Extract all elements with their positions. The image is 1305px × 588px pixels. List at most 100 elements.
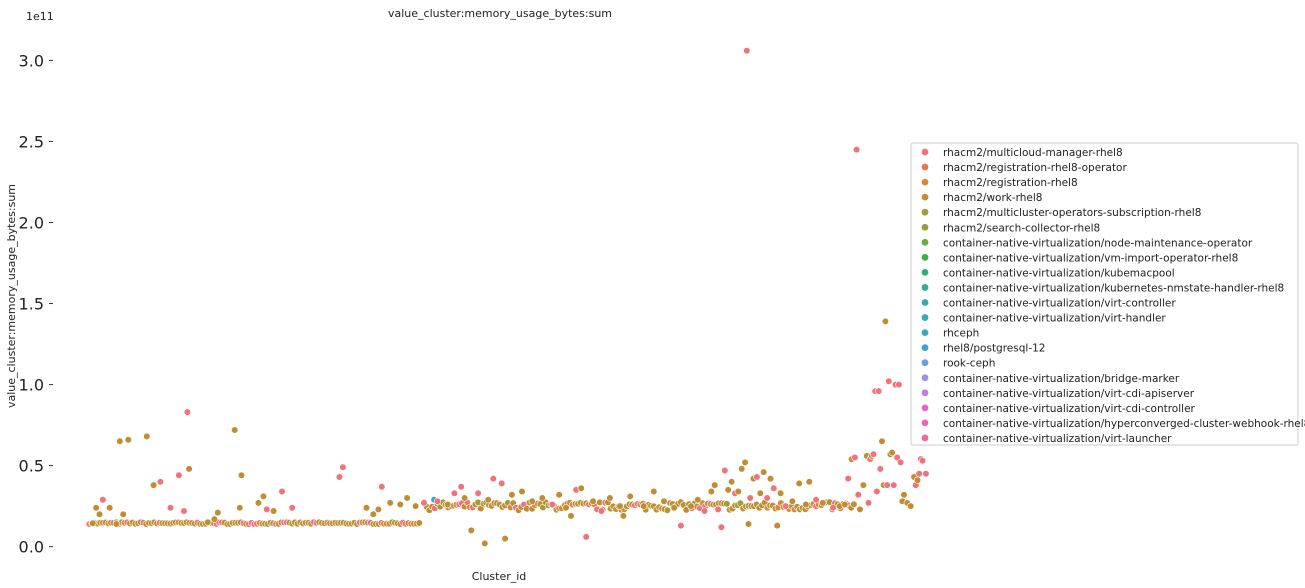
y-tick-label: 1.0	[19, 376, 44, 395]
legend-label: rhacm2/multicloud-manager-rhel8	[943, 147, 1123, 159]
data-point	[788, 497, 797, 505]
data-point	[444, 500, 452, 509]
data-point	[895, 381, 903, 389]
x-axis-label: Cluster_id	[472, 570, 527, 583]
data-point	[714, 505, 722, 514]
data-point	[913, 476, 922, 484]
legend-label: container-native-virtualization/bridge-m…	[943, 373, 1180, 385]
data-point	[829, 504, 837, 512]
data-point	[727, 478, 736, 486]
legend-marker	[921, 329, 929, 336]
legend-label: rook-ceph	[943, 358, 995, 370]
data-point	[433, 497, 442, 505]
data-point	[214, 508, 222, 517]
data-point	[756, 489, 764, 497]
data-point	[878, 437, 886, 445]
data-point	[915, 470, 923, 478]
data-point	[481, 539, 489, 548]
data-point	[852, 146, 861, 154]
data-point	[204, 518, 212, 526]
y-tick-label: 2.5	[19, 132, 44, 151]
legend-label: container-native-virtualization/virt-cdi…	[943, 403, 1196, 415]
data-point	[753, 473, 761, 481]
data-point	[518, 487, 526, 496]
data-point	[112, 520, 120, 528]
data-point	[700, 507, 709, 515]
data-point	[582, 533, 590, 541]
legend-entry: container-native-virtualization/virt-han…	[921, 313, 1166, 325]
data-points	[85, 47, 930, 548]
legend-entry: container-native-virtualization/bridge-m…	[921, 373, 1180, 385]
data-point	[369, 510, 377, 518]
data-point	[626, 492, 634, 501]
data-point	[236, 504, 244, 512]
legend-entry: container-native-virtualization/kubemacp…	[921, 267, 1175, 279]
legend-marker	[921, 389, 929, 397]
legend-label: rhacm2/work-rhel8	[943, 192, 1042, 204]
legend-label: rhacm2/registration-rhel8-operator	[943, 162, 1127, 174]
data-point	[795, 479, 803, 488]
data-point	[707, 487, 715, 496]
data-point	[893, 453, 901, 462]
data-point	[180, 507, 188, 515]
data-point	[670, 504, 678, 512]
data-point	[723, 500, 731, 508]
data-point	[150, 481, 158, 489]
data-point	[694, 496, 702, 504]
legend-entry: rhel8/postgresql-12	[921, 343, 1045, 355]
data-point	[918, 457, 927, 465]
data-point	[606, 494, 614, 502]
data-point	[677, 521, 685, 530]
data-point	[89, 519, 97, 527]
data-point	[819, 499, 827, 507]
data-point	[183, 408, 191, 416]
data-point	[166, 504, 175, 512]
legend-label: rhacm2/multicluster-operators-subscripti…	[943, 207, 1201, 219]
data-point	[175, 471, 183, 479]
legend-marker	[921, 404, 929, 412]
data-point	[869, 450, 878, 458]
data-point	[548, 500, 557, 509]
legend-label: container-native-virtualization/virt-lau…	[943, 433, 1172, 445]
y-tick-label: 1.5	[19, 295, 44, 314]
legend-entry: rhceph	[921, 328, 979, 340]
data-point	[538, 494, 546, 502]
legend-marker	[921, 253, 929, 261]
data-point	[403, 494, 411, 502]
data-point	[597, 507, 606, 515]
data-point	[876, 465, 884, 473]
data-point	[663, 506, 672, 514]
data-point	[854, 491, 862, 499]
data-point	[724, 486, 732, 494]
data-point	[734, 487, 742, 496]
legend-entry: rhacm2/work-rhel8	[921, 192, 1042, 204]
data-point	[851, 453, 859, 462]
legend-label: container-native-virtualization/vm-impor…	[943, 252, 1238, 264]
data-point	[900, 491, 908, 499]
data-point	[888, 449, 896, 457]
legend-entry: rhacm2/multicluster-operators-subscripti…	[921, 207, 1201, 219]
legend-label: container-native-virtualization/virt-han…	[943, 313, 1166, 325]
y-offset-label: 1e11	[26, 10, 54, 23]
legend-label: container-native-virtualization/virt-cdi…	[943, 388, 1195, 400]
data-point	[378, 483, 386, 491]
data-point	[844, 475, 852, 483]
data-point	[738, 465, 746, 473]
y-tick-label: 3.0	[19, 51, 44, 70]
data-point	[457, 483, 465, 491]
legend-marker	[921, 359, 929, 367]
data-point	[711, 481, 719, 489]
data-point	[660, 497, 668, 505]
data-point	[907, 502, 915, 510]
data-point	[812, 496, 820, 504]
data-point	[254, 499, 262, 507]
data-point	[744, 520, 753, 528]
data-point	[766, 475, 775, 483]
legend-marker	[921, 223, 929, 231]
data-point	[841, 500, 849, 509]
data-point	[562, 504, 570, 512]
data-point	[374, 505, 383, 514]
data-point	[528, 497, 536, 505]
legend-entry: rhacm2/registration-rhel8	[921, 177, 1078, 189]
y-axis-ticks: 0.0 0.5 1.0 1.5 2.0 2.5 3.0	[19, 51, 53, 557]
